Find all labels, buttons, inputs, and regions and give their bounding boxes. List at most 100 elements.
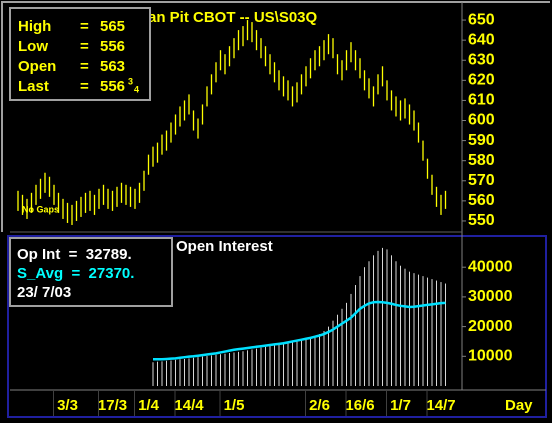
info-line: 23/ 7/03 [17, 284, 71, 301]
oi-bar [287, 342, 289, 386]
oi-bar [418, 274, 419, 386]
info-label: Low [18, 38, 48, 55]
info-label: Last [18, 78, 49, 95]
oi-bar [265, 346, 266, 386]
oi-bar [400, 265, 401, 386]
y-tick-label: 30000 [468, 288, 513, 305]
y-tick-label: 560 [468, 192, 495, 209]
oi-bar [202, 356, 203, 386]
oi-bar [391, 255, 392, 386]
info-label: High [18, 18, 51, 35]
oi-bar [188, 358, 190, 386]
oi-bar [341, 308, 343, 386]
oi-bar [193, 357, 194, 386]
x-tick-label: 14/4 [174, 397, 204, 414]
oi-bar [292, 341, 293, 386]
y-tick-label: 650 [468, 11, 495, 28]
oi-bar [319, 334, 320, 386]
oi-bar [409, 271, 410, 386]
y-tick-label: 610 [468, 92, 495, 109]
oi-info-box: Op Int = 32789. S_Avg = 27370. 23/ 7/03 [9, 237, 173, 307]
x-tick-label: 16/6 [345, 397, 374, 414]
x-tick-label: 1/7 [390, 397, 411, 414]
oi-bar [328, 326, 329, 386]
oi-bar [184, 358, 185, 386]
y-tick-label: 40000 [468, 258, 513, 275]
oi-bar [323, 331, 325, 386]
oi-bar [256, 348, 257, 386]
oi-bar [386, 249, 388, 386]
info-separator: = [80, 58, 89, 75]
info-value: 565 [100, 18, 125, 35]
y-tick-label: 600 [468, 112, 495, 129]
oi-bar [440, 282, 442, 386]
avg-line [153, 300, 446, 361]
info-line: S_Avg = 27370. [17, 265, 134, 282]
oi-bar [382, 247, 383, 386]
y-tick-label: 10000 [468, 348, 513, 365]
oi-bar [368, 261, 370, 386]
oi-bar [332, 320, 334, 386]
oi-bar [215, 354, 217, 386]
oi-bar [233, 352, 235, 386]
oi-bar [413, 273, 415, 386]
oi-bar [206, 356, 208, 386]
top-frame [1, 1, 550, 232]
oi-bar [395, 261, 397, 386]
y-tick-label: 640 [468, 31, 495, 48]
info-fraction: 4 [134, 84, 139, 94]
info-separator: = [80, 18, 89, 35]
oi-bar [224, 353, 226, 386]
oi-bar [251, 349, 253, 386]
oi-bar [359, 276, 361, 386]
oi-bar [229, 353, 230, 386]
info-separator: = [80, 78, 89, 95]
bottom-frame [7, 235, 547, 418]
oi-bar [346, 302, 347, 386]
x-tick-label: 17/3 [98, 397, 127, 414]
y-tick-label: 630 [468, 51, 495, 68]
oi-bar [220, 354, 221, 386]
info-label: Open [18, 58, 56, 75]
oi-bar [355, 285, 356, 386]
oi-bar [247, 350, 248, 386]
oi-bar [404, 268, 406, 386]
oi-bar [422, 276, 424, 386]
oi-bar [269, 345, 271, 386]
info-value: 563 [100, 58, 125, 75]
oi-bar [436, 280, 437, 386]
info-value: 556 [100, 78, 125, 95]
oi-bar [377, 250, 379, 386]
x-tick-label: 2/6 [309, 397, 330, 414]
info-box [9, 7, 151, 101]
oi-title: Open Interest [176, 238, 273, 255]
oi-bar [260, 347, 262, 386]
oi-bar [274, 345, 275, 386]
info-value: 556 [100, 38, 125, 55]
oi-bar [166, 360, 167, 386]
oi-bar [431, 279, 433, 386]
oi-bar [445, 283, 446, 386]
x-axis-label: Day [505, 397, 533, 414]
oi-bar [197, 357, 199, 386]
oi-bar [238, 351, 239, 386]
x-tick-label: 1/5 [224, 397, 245, 414]
y-tick-label: 620 [468, 72, 495, 89]
info-line: Op Int = 32789. [17, 246, 132, 263]
no-gaps-note: No Gaps [22, 204, 59, 214]
oi-bar [364, 267, 365, 386]
oi-bar [175, 359, 176, 386]
y-tick-label: 20000 [468, 318, 513, 335]
x-tick-label: 1/4 [138, 397, 160, 414]
y-tick-label: 580 [468, 152, 495, 169]
oi-bar [152, 362, 154, 386]
price-title: an Pit CBOT -- US\S03Q [148, 9, 318, 26]
oi-bar [296, 340, 298, 386]
y-tick-label: 550 [468, 212, 495, 229]
oi-bar [179, 359, 181, 386]
oi-bar [350, 293, 352, 386]
oi-bar [283, 343, 284, 386]
